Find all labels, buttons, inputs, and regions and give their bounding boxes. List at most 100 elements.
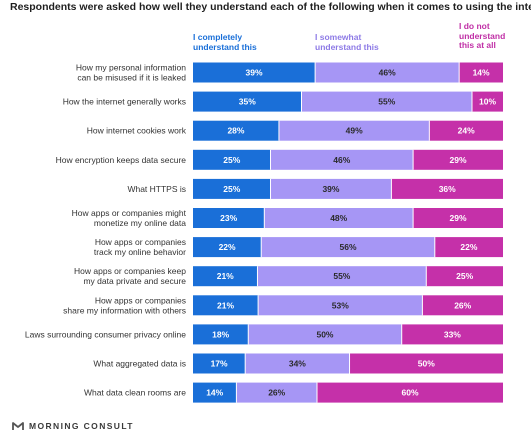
bar-segment (401, 324, 503, 345)
data-label: 21% (217, 271, 234, 281)
bar-divider (235, 382, 237, 403)
bar-segment (459, 62, 503, 83)
bar-divider (270, 178, 271, 199)
data-label: 10% (479, 97, 496, 107)
bar-divider (434, 237, 436, 258)
data-label: 26% (268, 388, 285, 398)
category-label-line: How encryption keeps data secure (56, 155, 187, 165)
data-label: 49% (346, 126, 363, 136)
chart-title: Respondents were asked how well they und… (10, 1, 531, 13)
legend-line: understand (459, 30, 506, 41)
category-label-line: How apps or companies (95, 237, 186, 247)
bar-segment (193, 382, 237, 403)
data-label: 25% (223, 184, 240, 194)
bar-divider (316, 382, 318, 403)
bar-segment (472, 91, 503, 112)
bar-divider (425, 266, 427, 287)
data-label: 53% (332, 300, 349, 310)
data-label: 36% (439, 184, 456, 194)
data-label: 26% (454, 300, 471, 310)
bar-segment (429, 120, 503, 141)
legend-line: understand this (315, 41, 379, 52)
category-label-line: can be misused if it is leaked (77, 73, 186, 83)
morning-consult-logo-icon (12, 422, 24, 430)
data-label: 22% (460, 242, 477, 252)
bar-divider (301, 91, 302, 112)
bar-segment (193, 237, 262, 258)
bar-segment (301, 91, 472, 112)
bar-divider (278, 120, 280, 141)
category-label-line: share my information with others (63, 305, 186, 315)
category-label-line: What aggregated data is (93, 359, 186, 369)
data-label: 18% (212, 329, 229, 339)
data-label: 33% (444, 329, 461, 339)
data-label: 46% (379, 68, 396, 78)
bar-divider (257, 295, 259, 316)
category-label-line: What data clean rooms are (84, 388, 186, 398)
category-label: What aggregated data is (93, 359, 186, 369)
bar-divider (244, 353, 246, 374)
category-label-line: Laws surrounding consumer privacy online (25, 329, 186, 339)
category-label: What HTTPS is (127, 184, 186, 194)
legend-line: I somewhat (315, 32, 362, 42)
data-label: 14% (206, 388, 223, 398)
data-label: 39% (322, 184, 339, 194)
category-label-line: How apps or companies (95, 295, 186, 305)
legend-line: understand this (193, 41, 257, 52)
bar-divider (412, 149, 414, 170)
bar-segment (236, 382, 317, 403)
category-label-line: track my online behavior (94, 247, 186, 257)
bar-divider (314, 62, 316, 83)
bar-segment (278, 120, 430, 141)
data-label: 29% (450, 155, 467, 165)
category-label: Laws surrounding consumer privacy online (25, 329, 186, 339)
data-label: 25% (223, 155, 240, 165)
legend-do-not-understand: I do not understand this at all (459, 21, 524, 51)
category-label: How the internet generally works (63, 97, 186, 107)
bar-divider (349, 353, 351, 374)
bar-segment (434, 237, 503, 258)
bar-segment (257, 266, 427, 287)
legend-somewhat-understand: I somewhat understand this (315, 32, 415, 52)
bar-segment (193, 120, 279, 141)
category-label-line: How internet cookies work (87, 126, 187, 136)
data-label: 21% (217, 300, 234, 310)
bar-segment (391, 178, 503, 199)
bar-segment (193, 324, 249, 345)
data-label: 50% (316, 329, 333, 339)
bar-segment (261, 237, 435, 258)
category-label-line: What HTTPS is (127, 184, 186, 194)
category-label-line: How the internet generally works (63, 97, 186, 107)
bar-segment (193, 353, 246, 374)
bar-segment (193, 208, 265, 228)
data-label: 55% (333, 271, 350, 281)
bar-divider (390, 178, 392, 199)
bar-segment (248, 324, 402, 345)
bar-segment (315, 62, 460, 83)
stacked-bar-chart: How my personal information can be misuse… (25, 62, 503, 403)
brand-footer: MORNING CONSULT (12, 420, 134, 432)
bar-segment (422, 295, 503, 316)
category-label: How apps or companies might monetize my o… (72, 208, 187, 228)
category-label: How apps or companies keep my data privat… (74, 266, 186, 286)
data-label: 14% (473, 68, 490, 78)
bar-divider (421, 295, 423, 316)
bar-divider (471, 91, 473, 112)
category-label: How apps or companies track my online beh… (94, 237, 186, 257)
category-label: How my personal information can be misuse… (76, 63, 186, 83)
bar-segment (193, 149, 271, 170)
bar-divider (260, 237, 262, 258)
category-label: How internet cookies work (87, 126, 187, 136)
category-label-line: my data private and secure (83, 276, 186, 286)
legend-line: this at all (459, 40, 496, 50)
legend-completely-understand: I completely understand this (193, 32, 293, 52)
bar-segment (193, 178, 271, 199)
bar-divider (412, 208, 414, 228)
data-label: 56% (339, 242, 356, 252)
bar-divider (401, 324, 403, 345)
legend-line: I do not (459, 21, 490, 31)
data-label: 60% (401, 388, 418, 398)
bar-divider (458, 62, 460, 83)
data-label: 46% (333, 155, 350, 165)
bar-segment (193, 62, 316, 83)
